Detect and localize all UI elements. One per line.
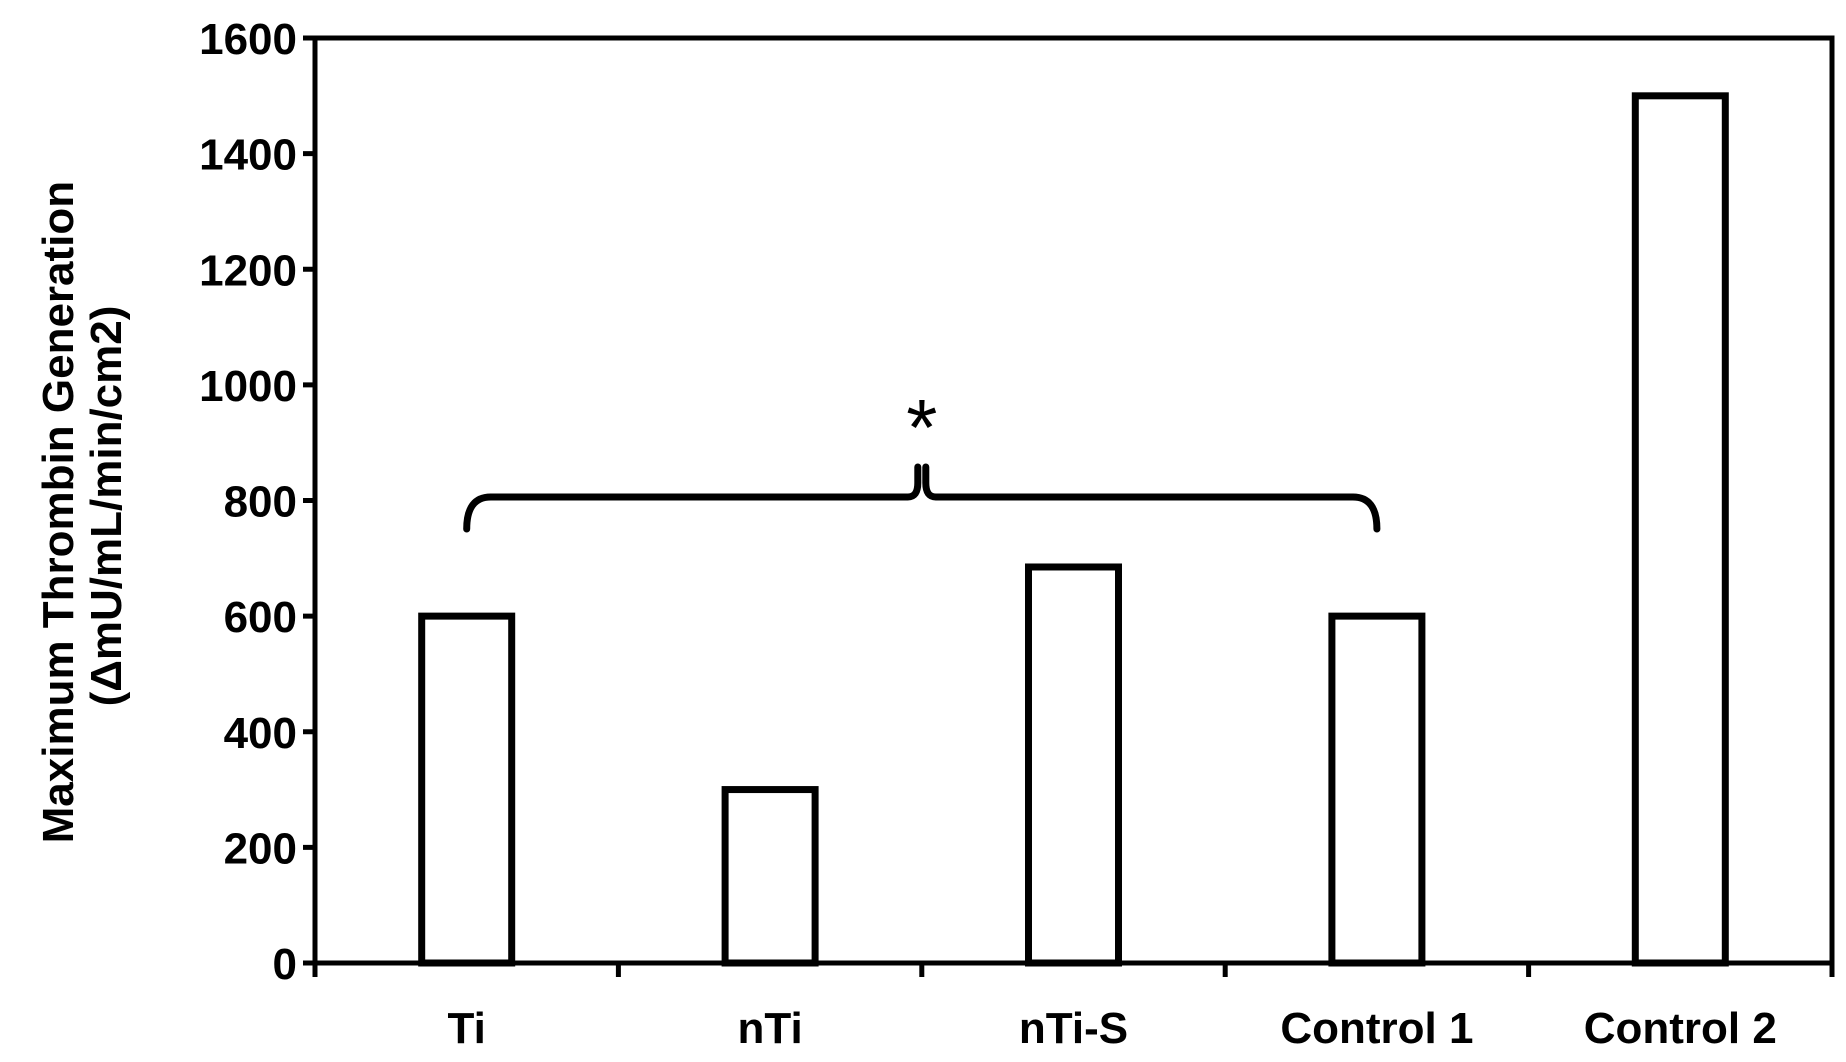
- bars: [418, 92, 1729, 967]
- x-tick-label: Ti: [448, 1004, 486, 1053]
- y-tick-label: 1400: [199, 131, 297, 180]
- y-tick-label: 1200: [199, 246, 297, 295]
- x-tick-label: nTi-S: [1019, 1004, 1128, 1053]
- x-axis: Ti nTi nTi-S Control 1 Control 2: [312, 963, 1835, 1053]
- bar-control-2: [1631, 92, 1729, 967]
- y-axis-title-line-2: (ΔmU/mL/min/cm2): [82, 306, 131, 707]
- x-tick-label: Control 2: [1584, 1004, 1777, 1053]
- bar-ti: [418, 612, 516, 967]
- bar-nti-s: [1025, 563, 1122, 967]
- y-tick-label: 1000: [199, 362, 297, 411]
- bar-control-1: [1328, 612, 1426, 967]
- y-tick-label: 0: [273, 940, 297, 989]
- bar-nti: [721, 786, 819, 967]
- significance-annotation: *: [463, 383, 1381, 533]
- y-tick-label: 400: [224, 709, 297, 758]
- y-tick-label: 600: [224, 593, 297, 642]
- significance-star: *: [906, 383, 937, 472]
- x-tick-label: nTi: [738, 1004, 803, 1053]
- x-tick-label: Control 1: [1280, 1004, 1473, 1053]
- significance-bracket: [463, 463, 1381, 533]
- y-axis-title: Maximum Thrombin Generation (ΔmU/mL/min/…: [34, 169, 131, 844]
- y-axis: 0 200 400 600 800 1000 1200 1400 1600: [199, 15, 315, 989]
- y-tick-label: 200: [224, 824, 297, 873]
- y-tick-label: 1600: [199, 15, 297, 64]
- y-axis-title-line-1: Maximum Thrombin Generation: [34, 181, 83, 844]
- y-tick-label: 800: [224, 478, 297, 527]
